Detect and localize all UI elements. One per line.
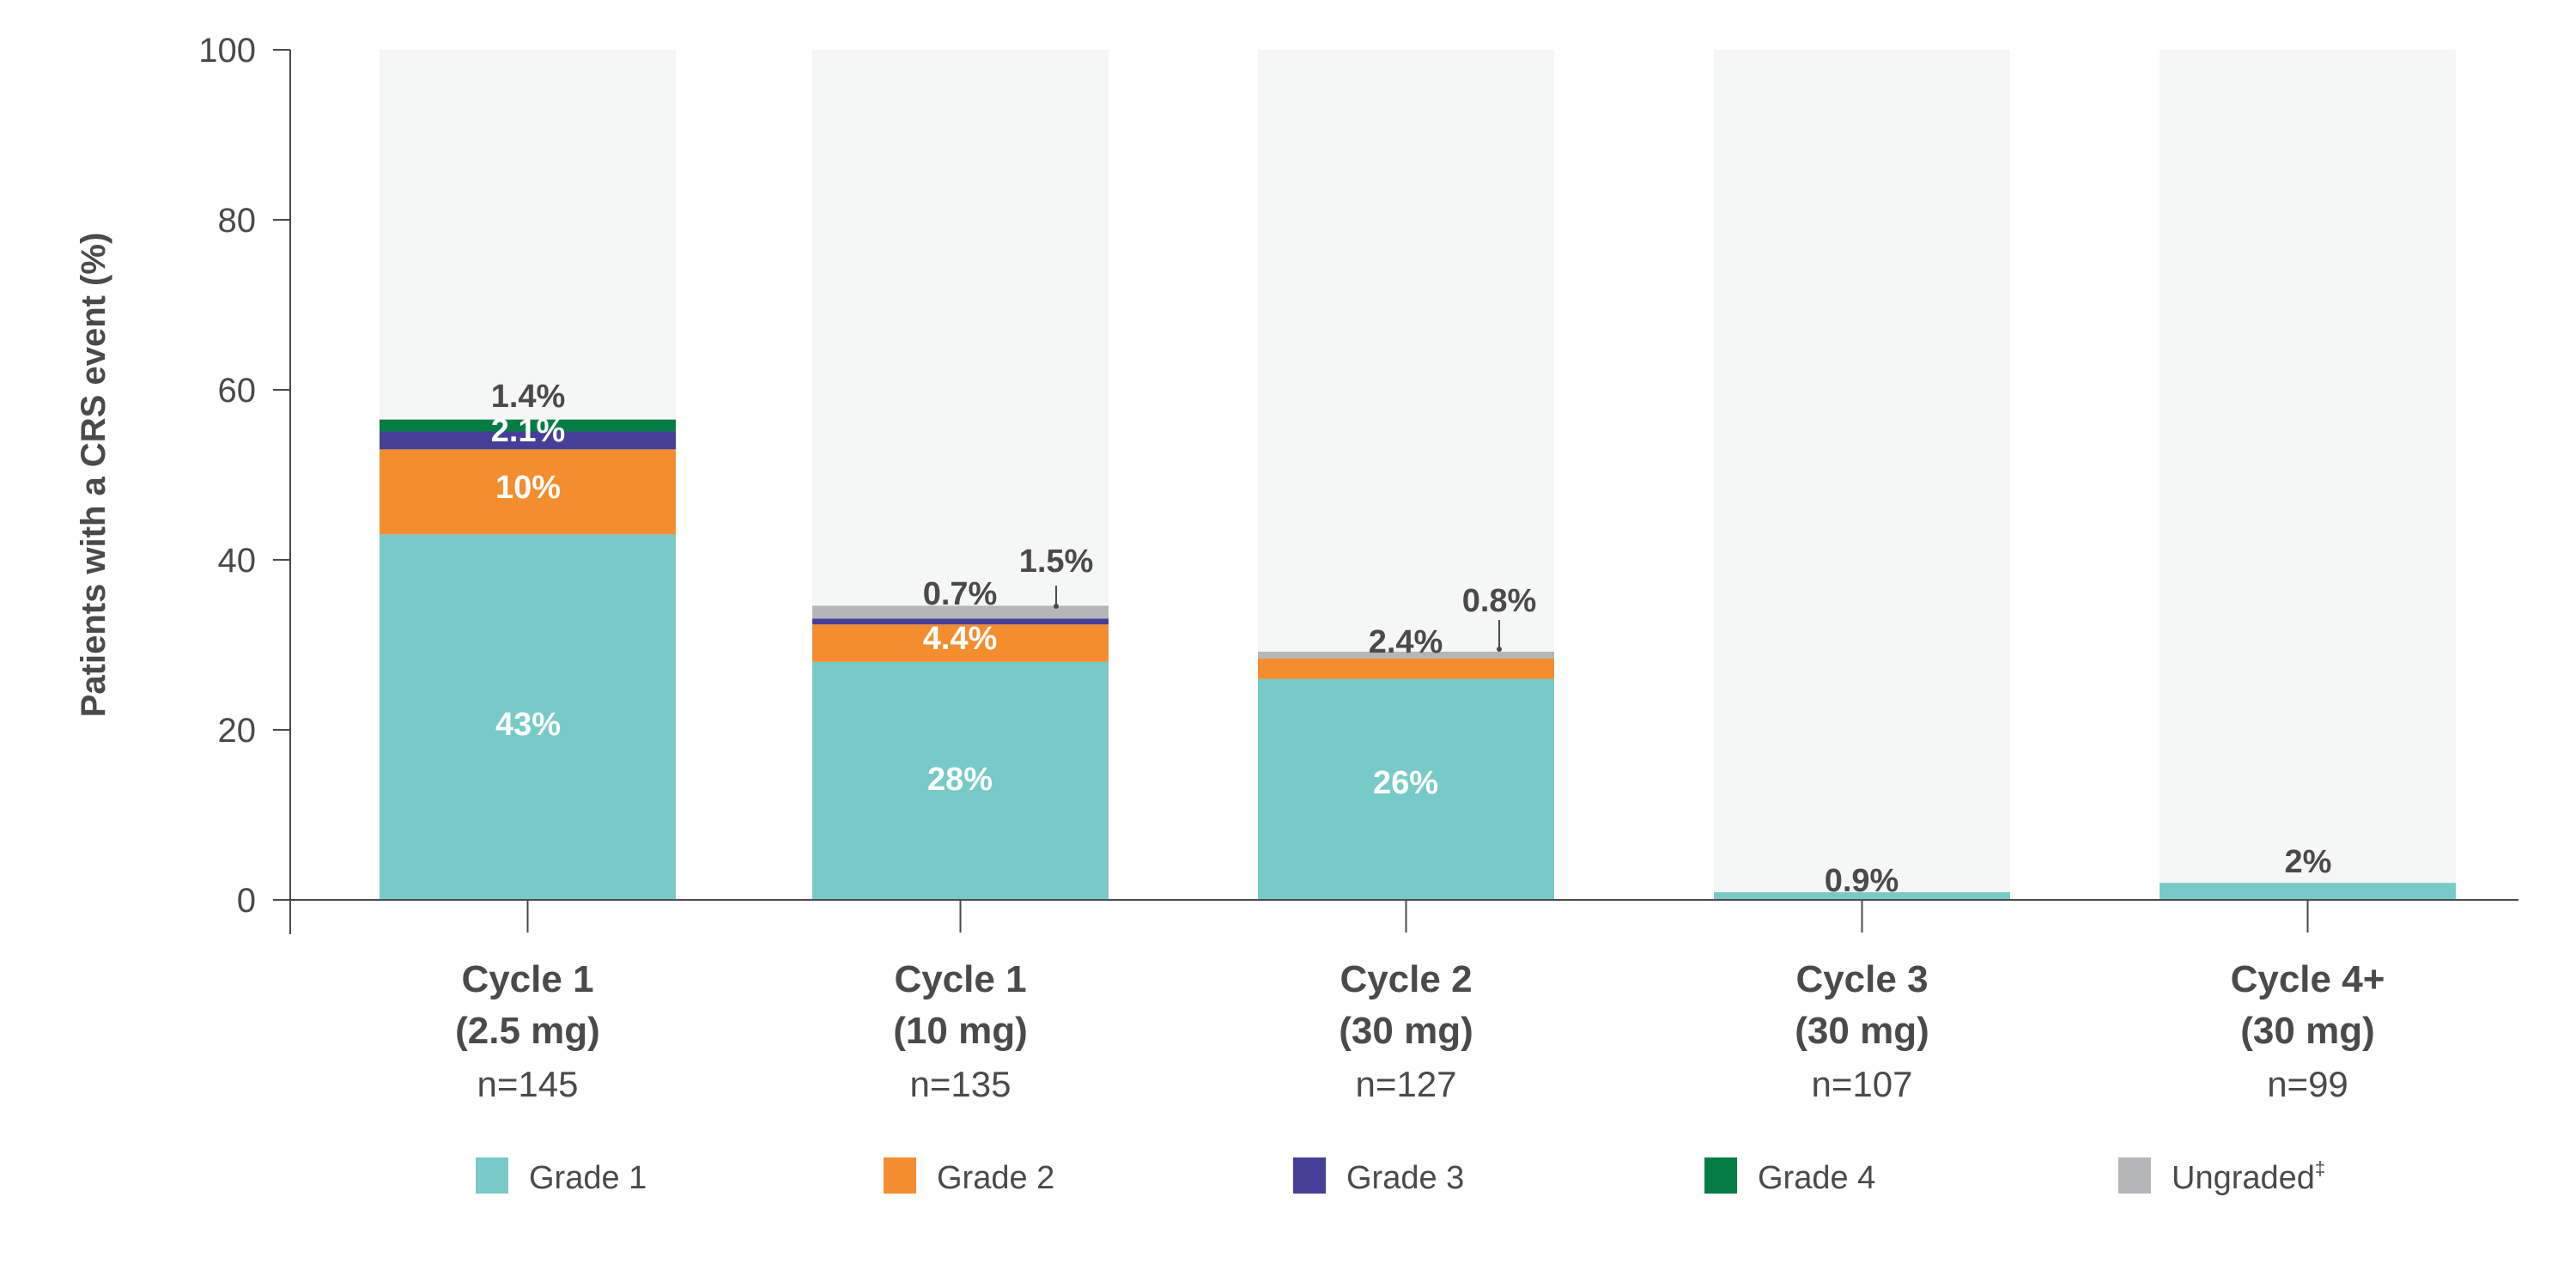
legend-label-text: Ungraded	[2172, 1160, 2315, 1196]
data-label: 0.8%	[1462, 583, 1537, 619]
y-tick-label: 100	[198, 32, 256, 70]
data-label: 1.5%	[1019, 544, 1094, 580]
background-bar	[1714, 50, 2010, 900]
data-label: 1.4%	[491, 379, 566, 415]
bar-segment-grade-4	[380, 419, 676, 432]
bar-segment-grade-1	[1714, 892, 2010, 900]
y-tick-label: 80	[218, 202, 257, 240]
category-n-label: n=135	[910, 1064, 1012, 1104]
legend-label: Grade 2	[937, 1160, 1054, 1196]
legend-label-text: Grade 4	[1758, 1160, 1875, 1196]
category-n-label: n=99	[2267, 1064, 2348, 1104]
legend-swatch	[1293, 1157, 1326, 1194]
category-label: Cycle 1	[894, 958, 1026, 1000]
bar-segment-grade-3	[812, 618, 1109, 625]
legend-label-text: Grade 2	[937, 1160, 1054, 1196]
category-label: Cycle 3	[1795, 958, 1928, 1000]
data-label: 2.1%	[491, 413, 566, 449]
data-label: 28%	[927, 762, 993, 798]
category-n-label: n=145	[477, 1064, 579, 1104]
y-axis-label: Patients with a CRS event (%)	[75, 233, 112, 718]
bar-segment-grade-1	[380, 534, 676, 900]
data-label: 0.7%	[923, 576, 998, 612]
category-n-label: n=107	[1812, 1064, 1913, 1104]
bar-segment-ungraded	[1258, 651, 1554, 659]
category-n-label: n=127	[1356, 1064, 1457, 1104]
legend-swatch	[1704, 1157, 1737, 1194]
data-label: 43%	[495, 707, 561, 743]
bar-segment-grade-1	[812, 661, 1109, 900]
leader-dot	[1054, 604, 1059, 609]
legend-footnote-mark: ‡	[2315, 1157, 2325, 1179]
category-dose-label: (30 mg)	[2240, 1010, 2374, 1052]
data-label: 2.4%	[1369, 624, 1443, 660]
legend-swatch	[2118, 1157, 2151, 1194]
y-tick-label: 40	[218, 542, 257, 580]
leader-dot	[1497, 647, 1502, 652]
legend-label-text: Grade 3	[1346, 1160, 1464, 1196]
legend-label: Grade 4	[1758, 1160, 1875, 1196]
category-label: Cycle 1	[461, 958, 593, 1000]
bar-segment-grade-2	[812, 624, 1109, 662]
data-label: 2%	[2285, 844, 2332, 880]
category-dose-label: (30 mg)	[1339, 1010, 1473, 1052]
legend-label: Grade 1	[529, 1160, 647, 1196]
data-label: 0.9%	[1825, 863, 1899, 899]
category-dose-label: (2.5 mg)	[455, 1010, 600, 1052]
legend-swatch	[884, 1157, 916, 1194]
bar-segment-grade-2	[380, 449, 676, 535]
bar-segment-grade-2	[1258, 658, 1554, 679]
legend-label-text: Grade 1	[529, 1160, 647, 1196]
bar-segment-ungraded	[812, 605, 1109, 619]
category-dose-label: (10 mg)	[893, 1010, 1027, 1052]
bar-segment-grade-3	[380, 431, 676, 450]
data-label: 4.4%	[923, 621, 998, 657]
bar-segment-grade-1	[1258, 678, 1554, 900]
category-dose-label: (30 mg)	[1795, 1010, 1929, 1052]
y-tick-label: 60	[218, 372, 257, 410]
bar-segment-grade-1	[2160, 883, 2456, 900]
background-bar	[2160, 50, 2456, 900]
data-label: 26%	[1373, 765, 1438, 801]
y-tick-label: 20	[218, 712, 257, 750]
category-label: Cycle 2	[1340, 958, 1472, 1000]
legend-label: Grade 3	[1346, 1160, 1464, 1196]
data-label: 10%	[495, 470, 561, 506]
legend-swatch	[476, 1157, 508, 1194]
y-tick-label: 0	[237, 882, 256, 920]
legend-label: Ungraded‡	[2172, 1157, 2325, 1196]
category-label: Cycle 4+	[2231, 958, 2385, 1000]
